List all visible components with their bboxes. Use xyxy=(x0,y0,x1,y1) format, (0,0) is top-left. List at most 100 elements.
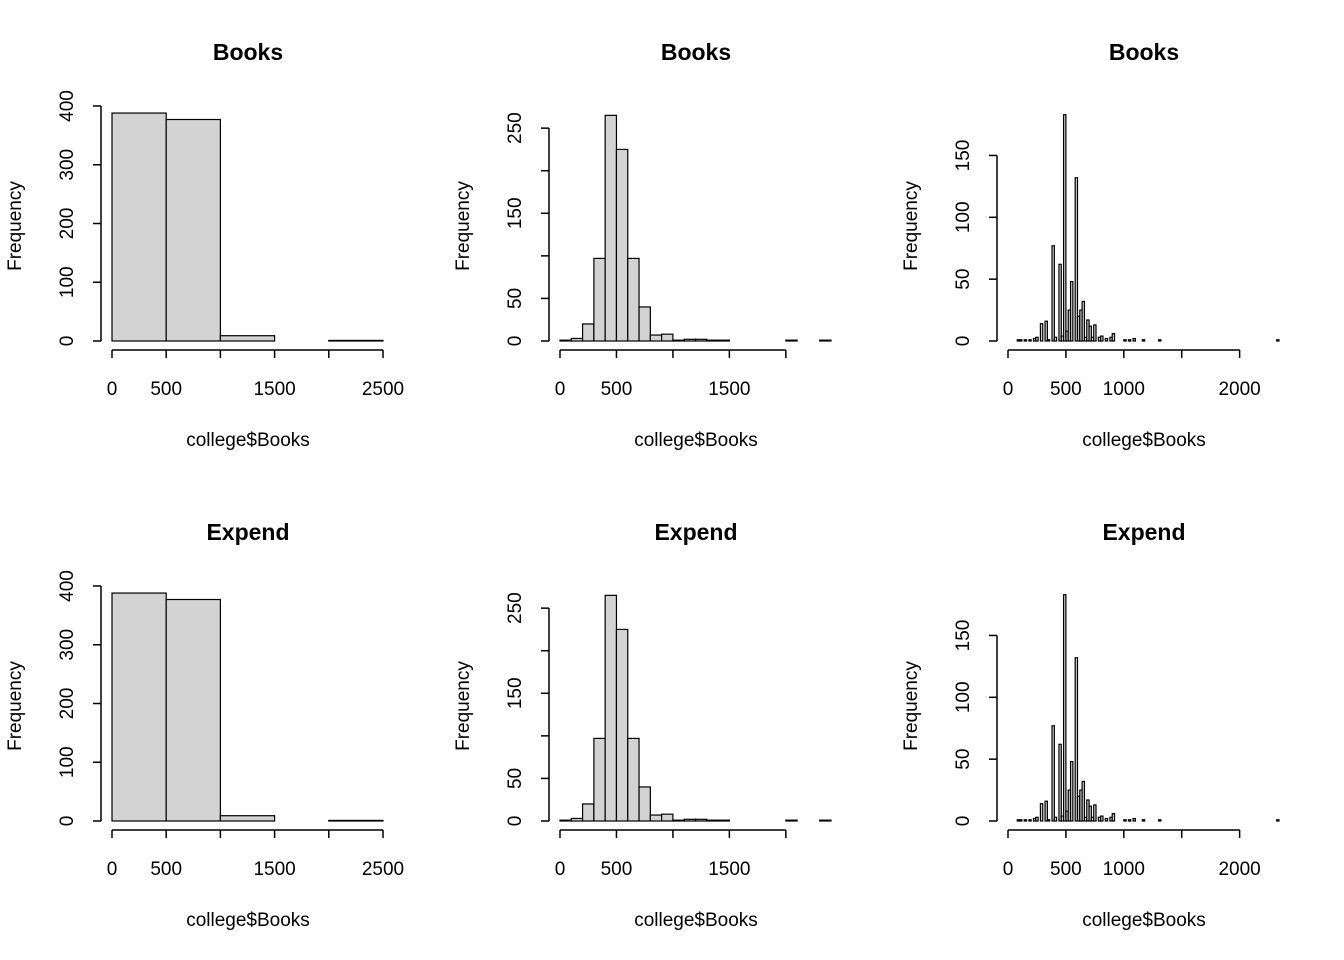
bar xyxy=(1069,281,1074,342)
bar xyxy=(649,334,663,342)
bar xyxy=(819,339,832,342)
bar xyxy=(111,592,167,822)
x-tick-label: 0 xyxy=(107,379,118,400)
bar xyxy=(638,786,651,822)
bar xyxy=(819,819,832,822)
bar xyxy=(593,257,606,342)
bar xyxy=(1111,812,1116,822)
y-axis-label: Frequency xyxy=(453,661,474,751)
bar xyxy=(1074,657,1079,822)
bar xyxy=(1123,339,1127,342)
bar xyxy=(1058,263,1062,342)
bar xyxy=(638,306,651,342)
bar xyxy=(615,628,629,822)
x-tick-label: 500 xyxy=(150,379,182,400)
bar xyxy=(111,112,167,342)
bar xyxy=(1046,819,1051,822)
bar xyxy=(627,737,640,822)
bar xyxy=(1081,780,1086,822)
bar xyxy=(328,339,384,342)
y-tick-label: 150 xyxy=(505,197,526,229)
x-tick-label: 1500 xyxy=(253,379,295,400)
bar xyxy=(165,118,221,342)
bar xyxy=(1132,817,1136,822)
bar xyxy=(1018,339,1023,342)
bar xyxy=(1074,177,1079,342)
bar xyxy=(1018,819,1023,822)
bar xyxy=(694,338,708,342)
x-tick-label: 2500 xyxy=(362,859,404,880)
y-tick-label: 50 xyxy=(505,768,526,789)
x-tick-label: 2500 xyxy=(362,379,404,400)
bar xyxy=(1062,114,1067,342)
bar xyxy=(1127,339,1132,342)
bar xyxy=(706,339,719,342)
x-axis-label: college$Books xyxy=(186,430,310,451)
x-axis-label: college$Books xyxy=(1082,430,1206,451)
bar xyxy=(570,337,584,342)
x-axis-label: college$Books xyxy=(634,910,758,931)
y-axis-label: Frequency xyxy=(453,181,474,271)
bar xyxy=(604,114,618,342)
x-tick-label: 2000 xyxy=(1218,379,1260,400)
y-tick-label: 50 xyxy=(953,269,974,290)
bar xyxy=(1062,594,1067,822)
y-tick-label: 300 xyxy=(57,629,78,661)
bar xyxy=(1081,300,1086,342)
y-tick-label: 100 xyxy=(953,201,974,233)
bar xyxy=(683,338,697,342)
y-axis-label: Frequency xyxy=(5,181,26,271)
bar xyxy=(785,339,798,342)
y-tick-label: 0 xyxy=(57,816,78,827)
bar xyxy=(1023,339,1028,342)
y-tick-label: 300 xyxy=(57,149,78,181)
bar xyxy=(1039,803,1044,822)
x-tick-label: 0 xyxy=(555,379,566,400)
bar xyxy=(1141,339,1146,342)
bar xyxy=(1093,804,1097,822)
bar xyxy=(559,819,572,822)
x-tick-label: 1000 xyxy=(1103,379,1145,400)
bar xyxy=(1100,815,1104,822)
bar xyxy=(559,339,572,342)
bar xyxy=(1028,339,1032,342)
bar xyxy=(1039,323,1044,342)
y-tick-label: 250 xyxy=(505,592,526,624)
x-tick-label: 500 xyxy=(1050,859,1082,880)
y-tick-label: 150 xyxy=(505,677,526,709)
bar xyxy=(1104,817,1109,822)
bar xyxy=(1093,324,1097,342)
bar xyxy=(1023,819,1028,822)
panel-title: Books xyxy=(661,39,731,65)
bar xyxy=(1028,819,1032,822)
bar xyxy=(615,148,629,342)
x-tick-label: 0 xyxy=(1003,859,1014,880)
bar xyxy=(706,819,719,822)
y-tick-label: 400 xyxy=(57,90,78,122)
y-tick-label: 0 xyxy=(953,816,974,827)
bar xyxy=(1053,816,1058,822)
x-axis-label: college$Books xyxy=(1082,910,1206,931)
x-tick-label: 1000 xyxy=(1103,859,1145,880)
bar xyxy=(1132,337,1136,342)
bar xyxy=(1069,761,1074,822)
bar xyxy=(1058,743,1062,822)
bar xyxy=(581,803,595,822)
bar xyxy=(1035,336,1039,342)
bar xyxy=(1088,325,1092,342)
bar xyxy=(1157,339,1162,342)
y-tick-label: 250 xyxy=(505,112,526,144)
panel-title: Expend xyxy=(654,519,737,545)
y-axis-label: Frequency xyxy=(5,661,26,751)
panel-title: Books xyxy=(1109,39,1179,65)
bar xyxy=(717,339,730,342)
y-tick-label: 0 xyxy=(953,336,974,347)
y-tick-label: 150 xyxy=(953,620,974,652)
y-axis-label: Frequency xyxy=(901,661,922,751)
bar xyxy=(1051,245,1055,342)
bar xyxy=(1141,819,1146,822)
y-tick-label: 0 xyxy=(505,816,526,827)
bar xyxy=(717,819,730,822)
bar xyxy=(649,814,663,822)
